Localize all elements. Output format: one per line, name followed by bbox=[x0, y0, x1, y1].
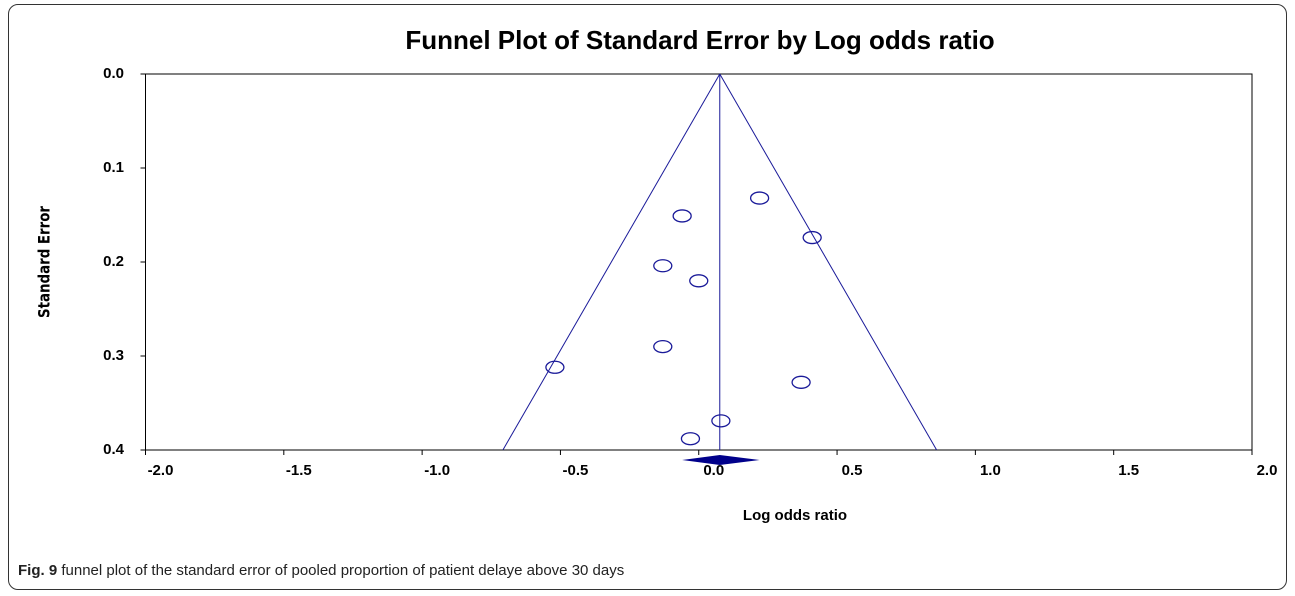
funnel-line bbox=[502, 73, 721, 451]
point bbox=[802, 230, 822, 245]
x-tick-label: 2.0 bbox=[1257, 462, 1278, 479]
y-tick-label: 0.2 bbox=[103, 253, 124, 270]
funnel-line bbox=[719, 73, 938, 451]
x-axis-label: Log odds ratio bbox=[743, 507, 847, 524]
chart-title: Funnel Plot of Standard Error by Log odd… bbox=[405, 25, 994, 55]
point bbox=[749, 191, 770, 205]
point bbox=[680, 432, 701, 446]
figure-frame bbox=[8, 4, 1287, 590]
point bbox=[791, 375, 811, 389]
plot-area bbox=[145, 73, 1253, 451]
y-tick-label: 0.4 bbox=[103, 441, 125, 458]
point bbox=[545, 360, 565, 374]
x-tick-label: -2.0 bbox=[148, 462, 174, 479]
point bbox=[653, 259, 673, 273]
point bbox=[672, 209, 692, 223]
y-tick-label: 0.0 bbox=[103, 65, 124, 82]
chart: Funnel Plot of Standard Error by Log odd… bbox=[35, 25, 1278, 524]
x-tick-label: -1.0 bbox=[424, 462, 450, 479]
x-tick-label: 1.5 bbox=[1118, 462, 1139, 479]
y-axis-label: Standard Error bbox=[35, 205, 54, 318]
x-tick-label: 0.5 bbox=[842, 462, 863, 479]
y-tick-label: 0.1 bbox=[103, 159, 124, 176]
caption-label: Fig. 9 bbox=[18, 562, 58, 579]
caption-text: funnel plot of the standard error of poo… bbox=[57, 562, 625, 579]
y-tick-label: 0.3 bbox=[103, 347, 124, 364]
x-tick-label: 0.0 bbox=[703, 462, 724, 479]
x-tick-label: -1.5 bbox=[286, 462, 312, 479]
caption: Fig. 9 funnel plot of the standard error… bbox=[18, 562, 624, 579]
x-tick-label: -0.5 bbox=[563, 462, 589, 479]
point bbox=[653, 339, 673, 354]
x-tick-label: 1.0 bbox=[980, 462, 1001, 479]
diamond bbox=[682, 455, 760, 465]
point bbox=[689, 274, 709, 288]
point bbox=[711, 414, 731, 428]
